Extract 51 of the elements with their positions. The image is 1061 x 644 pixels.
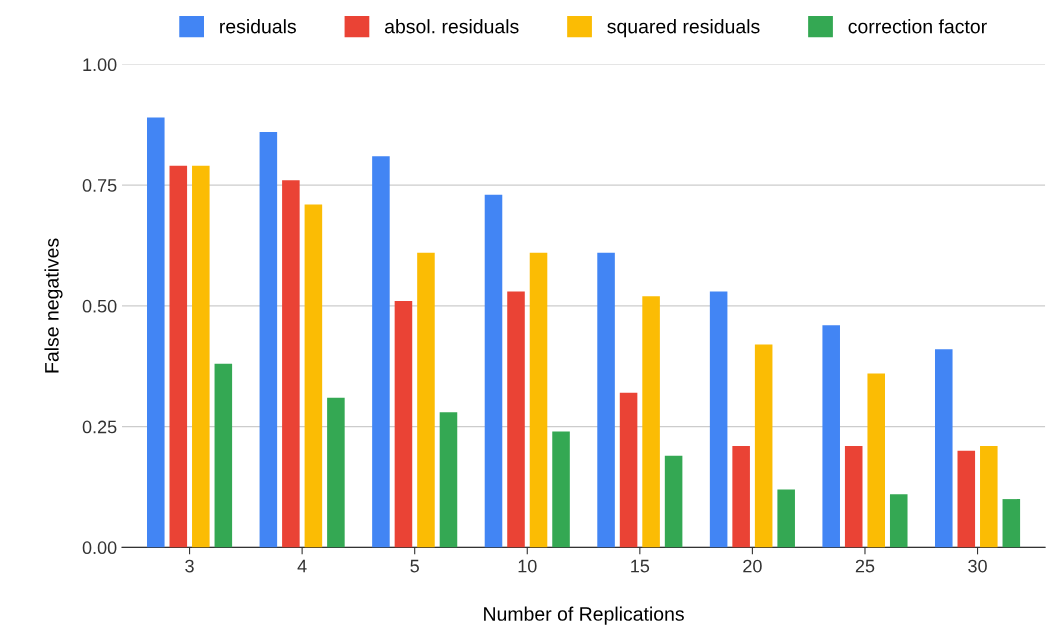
- bar: [259, 132, 278, 548]
- bar: [214, 363, 233, 548]
- bar: [867, 373, 886, 548]
- bar: [529, 252, 548, 548]
- bar: [619, 392, 638, 548]
- x-tick-label: 30: [968, 559, 987, 573]
- bar: [327, 397, 345, 548]
- bar: [394, 301, 413, 548]
- bar: [754, 344, 773, 548]
- bar: [934, 349, 953, 548]
- bar: [507, 291, 525, 548]
- bar: [822, 325, 840, 548]
- bar: [282, 180, 300, 548]
- bar: [147, 117, 165, 548]
- bar: [709, 291, 728, 548]
- x-axis-title: Number of Replications: [484, 606, 684, 625]
- bar: [732, 445, 750, 548]
- x-tick-label: 20: [743, 559, 762, 573]
- x-tick-label: 15: [631, 559, 650, 573]
- y-tick-label: 0.75: [82, 179, 117, 192]
- bar: [889, 494, 908, 548]
- x-tick-label: 4: [297, 559, 307, 573]
- legend-label: absol. residuals: [384, 19, 519, 34]
- bar: [980, 445, 998, 548]
- bar: [192, 165, 210, 548]
- x-tick-label: 10: [518, 559, 537, 573]
- legend-label: correction factor: [848, 19, 987, 34]
- bar: [642, 296, 660, 548]
- bar: [417, 252, 435, 548]
- y-tick-label: 0.25: [82, 420, 117, 434]
- x-tick-label: 5: [410, 559, 419, 573]
- y-tick-label: 1.00: [83, 58, 117, 72]
- bar: [844, 445, 863, 548]
- bar: [957, 450, 976, 548]
- bar: [777, 489, 795, 548]
- bar: [1002, 499, 1021, 548]
- bar: [484, 194, 503, 548]
- bar: [439, 412, 458, 548]
- bar: [372, 156, 390, 548]
- y-tick-label: 0.00: [82, 541, 117, 555]
- y-axis-title: False negatives: [44, 238, 63, 373]
- bar: [304, 204, 323, 548]
- legend-label: squared residuals: [607, 19, 760, 38]
- y-tick-label: 0.50: [82, 299, 117, 313]
- x-tick-label: 25: [855, 559, 875, 573]
- x-tick-label: 3: [185, 559, 194, 573]
- bar: [169, 165, 188, 548]
- bar: [552, 431, 570, 548]
- legend-label: residuals: [220, 19, 296, 34]
- bar: [664, 455, 683, 548]
- bar: [597, 252, 615, 548]
